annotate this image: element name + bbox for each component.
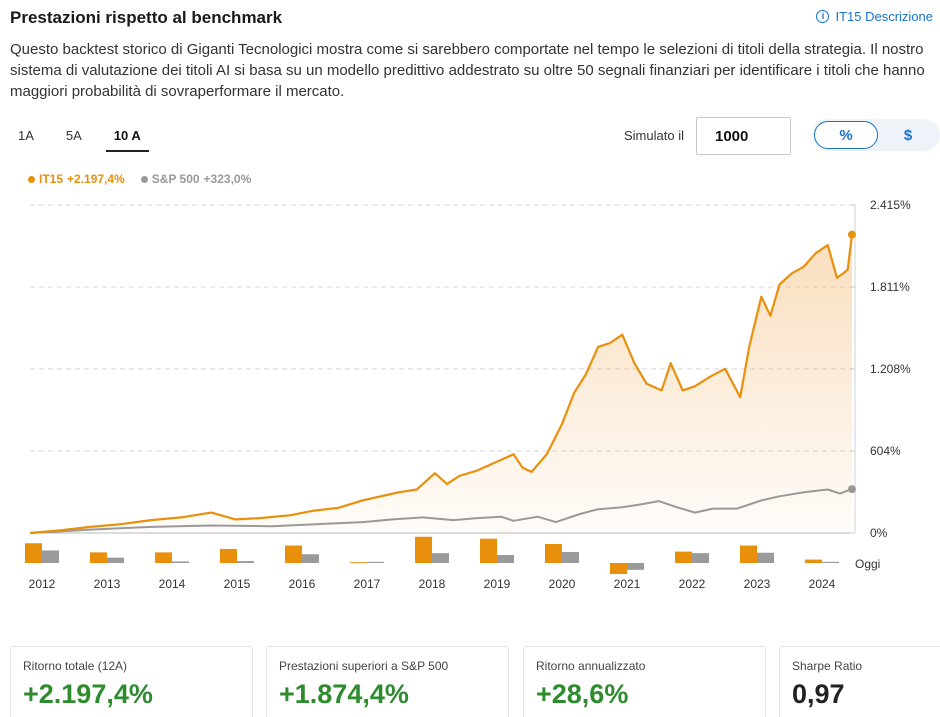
annual-bar-it15 bbox=[415, 536, 432, 563]
y-tick-label: 1.208% bbox=[870, 362, 911, 376]
card-label: Sharpe Ratio bbox=[792, 659, 863, 673]
annual-bar-it15 bbox=[285, 545, 302, 563]
card-label: Prestazioni superiori a S&P 500 bbox=[279, 659, 449, 673]
annual-bar-sp500 bbox=[237, 561, 254, 563]
x-year-label: 2021 bbox=[614, 577, 641, 591]
annual-bar-it15 bbox=[25, 543, 42, 563]
card-value: +1.874,4% bbox=[279, 679, 409, 709]
annual-bar-sp500 bbox=[432, 553, 449, 563]
annual-bar-it15 bbox=[350, 562, 367, 564]
dollar-toggle-button[interactable]: $ bbox=[903, 126, 913, 144]
tab-10a[interactable]: 10 A bbox=[105, 120, 149, 152]
tab-5a[interactable]: 5A bbox=[65, 128, 82, 143]
legend-item-sp500[interactable]: S&P 500 +323,0% bbox=[140, 172, 252, 186]
series-line-it15 bbox=[29, 234, 854, 535]
annual-bar-sp500 bbox=[562, 551, 579, 563]
annual-bar-sp500 bbox=[627, 563, 644, 570]
x-year-label: 2017 bbox=[354, 577, 381, 591]
stats-cards: Ritorno totale (12A) +2.197,4% Prestazio… bbox=[10, 646, 940, 717]
x-year-label: 2012 bbox=[29, 577, 56, 591]
legend-value-sp500: +323,0% bbox=[203, 172, 252, 186]
annual-bar-it15 bbox=[90, 552, 107, 563]
description-link-label: IT15 Descrizione bbox=[835, 9, 933, 24]
series-line-sp500 bbox=[29, 488, 853, 534]
annual-bar-sp500 bbox=[107, 557, 124, 563]
x-year-label: 2020 bbox=[549, 577, 576, 591]
card-label: Ritorno totale (12A) bbox=[23, 659, 128, 673]
y-tick-label: 604% bbox=[870, 444, 901, 458]
annual-bar-sp500 bbox=[757, 552, 774, 563]
today-label: Oggi bbox=[855, 557, 880, 571]
annual-bar-sp500 bbox=[302, 554, 319, 563]
annual-bar-it15 bbox=[220, 548, 237, 563]
y-tick-label: 0% bbox=[870, 526, 888, 540]
it15-area bbox=[30, 234, 852, 533]
legend-dot-it15 bbox=[28, 175, 35, 183]
annual-bar-sp500 bbox=[497, 555, 514, 563]
legend-dot-sp500 bbox=[140, 175, 148, 183]
x-year-label: 2022 bbox=[679, 577, 706, 591]
card-annualized-return: Ritorno annualizzato +28,6% bbox=[523, 646, 766, 717]
unit-toggle: % $ bbox=[812, 119, 940, 151]
x-year-label: 2013 bbox=[94, 577, 121, 591]
legend-name-sp500: S&P 500 bbox=[151, 172, 200, 186]
annual-bar-it15 bbox=[545, 544, 562, 563]
annual-bar-sp500 bbox=[367, 561, 384, 563]
annual-bar-it15 bbox=[480, 538, 497, 563]
header: Prestazioni rispetto al benchmark i IT15… bbox=[10, 6, 935, 30]
description-link[interactable]: i IT15 Descrizione bbox=[816, 9, 933, 24]
series-endpoint-sp500 bbox=[847, 485, 856, 494]
y-tick-label: 2.415% bbox=[870, 198, 911, 212]
annual-bar-it15 bbox=[675, 551, 692, 563]
card-label: Ritorno annualizzato bbox=[536, 659, 646, 673]
x-year-label: 2016 bbox=[289, 577, 316, 591]
annual-bar-sp500 bbox=[692, 553, 709, 563]
x-year-label: 2024 bbox=[809, 577, 836, 591]
percent-toggle-button[interactable]: % bbox=[814, 121, 878, 149]
annual-bar-sp500 bbox=[172, 561, 189, 563]
annual-bar-it15 bbox=[740, 545, 757, 563]
annual-bar-it15 bbox=[805, 559, 822, 563]
card-value: +28,6% bbox=[536, 679, 629, 709]
annual-bar-it15 bbox=[610, 563, 627, 575]
card-outperformance: Prestazioni superiori a S&P 500 +1.874,4… bbox=[266, 646, 509, 717]
tab-1a[interactable]: 1A bbox=[18, 128, 34, 143]
legend-item-it15[interactable]: IT15 +2.197,4% bbox=[28, 172, 125, 186]
series-endpoint-it15 bbox=[847, 230, 856, 239]
card-total-return: Ritorno totale (12A) +2.197,4% bbox=[10, 646, 253, 717]
x-year-label: 2019 bbox=[484, 577, 511, 591]
strategy-description: Questo backtest storico di Giganti Tecno… bbox=[10, 41, 925, 100]
x-year-label: 2023 bbox=[744, 577, 771, 591]
legend-name-it15: IT15 bbox=[39, 172, 64, 186]
page-title: Prestazioni rispetto al benchmark bbox=[10, 8, 283, 27]
performance-chart: 0% 604% 1.208% 1.811% 2.415% 2012 2013 2014 2015… bbox=[25, 198, 911, 591]
period-tabs: 1A 5A 10 A bbox=[10, 120, 165, 152]
simulator-amount-input[interactable] bbox=[696, 117, 791, 155]
card-value: +2.197,4% bbox=[23, 679, 153, 709]
annual-bar-it15 bbox=[155, 552, 172, 563]
x-year-label: 2014 bbox=[159, 577, 186, 591]
legend-value-it15: +2.197,4% bbox=[67, 172, 125, 186]
card-value: 0,97 bbox=[792, 679, 845, 709]
annual-bar-sp500 bbox=[42, 550, 59, 563]
info-icon: i bbox=[816, 10, 830, 23]
chart-legend: IT15 +2.197,4% S&P 500 +323,0% bbox=[28, 172, 251, 186]
simulator-label: Simulato il bbox=[624, 128, 684, 143]
x-year-label: 2015 bbox=[224, 577, 251, 591]
annual-bar-sp500 bbox=[822, 561, 839, 563]
card-sharpe-ratio: Sharpe Ratio 0,97 bbox=[779, 646, 940, 717]
x-year-label: 2018 bbox=[419, 577, 446, 591]
y-tick-label: 1.811% bbox=[870, 280, 910, 294]
